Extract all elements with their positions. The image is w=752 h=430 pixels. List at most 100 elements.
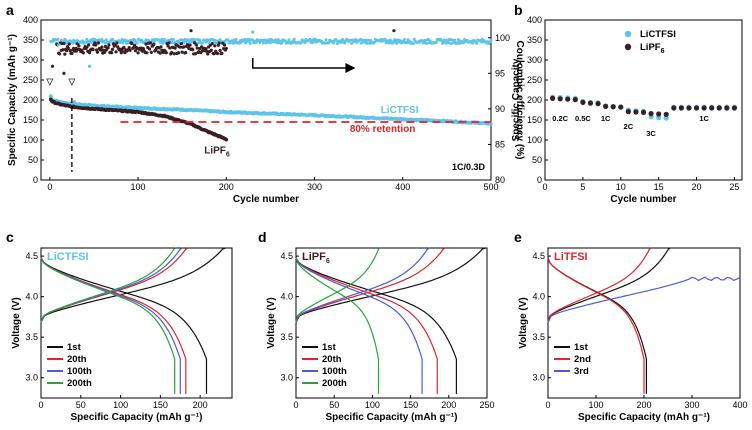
legend-label: 20th: [67, 354, 87, 365]
y-axis-label: Specific Capacity: [511, 58, 522, 141]
charge-curve-1st: [295, 247, 486, 323]
lipf6-efficiency-point: [195, 46, 199, 50]
lipf6-efficiency-point: [61, 48, 65, 52]
y-tick-label: 200: [23, 95, 38, 105]
panel-e: e 0 100 200 300 400 3.0 3.5 4.0 4.5 Specific Capac…: [514, 229, 748, 423]
lictfsi-efficiency-point: [251, 38, 255, 42]
lictfsi-efficiency-point: [403, 38, 407, 42]
discharge-curve-200th: [295, 257, 380, 394]
lipf6-efficiency-point: [107, 43, 111, 47]
charge-curve-2nd: [547, 247, 652, 323]
lipf6-rate-point: [663, 111, 669, 117]
lictfsi-efficiency-point: [121, 41, 125, 45]
legend-label: 1st: [322, 342, 337, 353]
lipf6-efficiency-point: [218, 48, 222, 52]
lipf6-efficiency-point: [185, 42, 190, 47]
lipf6-efficiency-point: [213, 44, 217, 48]
rate-step-label: 3C: [646, 129, 656, 138]
lictfsi-efficiency-point: [332, 41, 336, 45]
lictfsi-efficiency-point: [365, 41, 369, 45]
legend-label: LiCTFSI: [640, 29, 676, 40]
y2-tick-label: 95: [495, 68, 505, 78]
panel-a: a 0 100 200 300 400 500 0 50 100 150 200 250 300 350 40…: [6, 2, 525, 205]
y-tick-label: 300: [23, 55, 38, 65]
lipf6-efficiency-point: [173, 46, 177, 50]
y-tick-label: 150: [527, 115, 542, 125]
lipf6-efficiency-point: [222, 43, 227, 47]
lipf6-efficiency-point: [184, 51, 188, 55]
lipf6-efficiency-point: [205, 49, 209, 54]
panel-title: LiCTFSI: [47, 251, 89, 263]
lipf6-efficiency-point: [57, 52, 62, 56]
lipf6-efficiency-point: [99, 48, 103, 52]
lipf6-efficiency-point: [96, 41, 100, 45]
lipf6-rate-point: [587, 100, 594, 106]
x-tick-label: 0: [542, 182, 547, 192]
lictfsi-efficiency-point: [327, 41, 331, 45]
x-tick-label: 100: [131, 182, 146, 192]
arrow-shaft: [252, 58, 346, 69]
x-tick-label: 100: [365, 400, 380, 410]
lipf6-efficiency-point: [147, 47, 152, 51]
lipf6-label-main: LiPF: [204, 146, 226, 157]
y-tick-label: 100: [527, 135, 542, 145]
panel-title-main: LiCTFSI: [47, 251, 89, 263]
x-tick-label: 50: [76, 400, 86, 410]
outlier-point: [392, 29, 396, 33]
charge-curve-3rd: [547, 276, 741, 323]
legend-label: 3rd: [574, 366, 589, 377]
y2-axis-label: Coulombic efficiency (%): [514, 41, 525, 160]
discharge-curve-1st: [295, 257, 457, 394]
x-axis-label: Cycle number: [233, 194, 299, 205]
y-tick-label: 3.5: [25, 332, 38, 342]
lictfsi-label: LiCTFSI: [381, 105, 419, 116]
lipf6-efficiency-point: [64, 48, 69, 53]
lipf6-efficiency-point: [179, 42, 183, 46]
lipf6-efficiency-point: [120, 49, 124, 53]
lipf6-rate-point: [648, 111, 654, 117]
lipf6-efficiency-point: [220, 51, 224, 55]
lictfsi-efficiency-point: [324, 38, 328, 42]
panel-title-main: LiPF: [302, 251, 326, 263]
panel-b: b0 5 10 15 20 25050100150200250300350400Cycle…: [511, 2, 743, 205]
x-tick-label: 50: [329, 400, 339, 410]
lipf6-rate-point: [625, 109, 631, 115]
x-tick-label: 10: [616, 182, 626, 192]
lipf6-efficiency-point: [180, 50, 184, 54]
lictfsi-efficiency-point: [234, 37, 238, 41]
lipf6-efficiency-point: [210, 41, 214, 46]
discharge-curve-20th: [295, 257, 438, 394]
plot-frame: [40, 247, 233, 399]
lipf6-efficiency-point: [212, 52, 216, 56]
lipf6-efficiency-point: [113, 43, 117, 47]
y-tick-label: 0: [33, 175, 38, 185]
lipf6-efficiency-point: [91, 48, 95, 52]
charge-curve-20th: [295, 247, 446, 323]
lipf6-rate-point: [580, 99, 586, 105]
lictfsi-efficiency-point: [388, 38, 392, 42]
panel-c: c 0 50 100 150 200 3.0 3.5 4.0 4.5 Specific Capaci…: [6, 229, 233, 423]
lipf6-efficiency-point: [191, 48, 195, 52]
charge-curve-1st: [40, 247, 226, 323]
lictfsi-efficiency-point: [239, 40, 243, 44]
lictfsi-efficiency-point: [163, 39, 167, 43]
y-tick-label: 4.0: [532, 292, 545, 302]
y-tick-label: 350: [527, 35, 542, 45]
lipf6-efficiency-point: [94, 43, 98, 47]
y-tick-label: 4.5: [25, 251, 38, 261]
panel-letter: d: [258, 229, 267, 245]
rate-step-label: 0.5C: [575, 114, 591, 123]
panel-letter: a: [6, 2, 14, 18]
outlier-point: [50, 64, 55, 68]
lipf6-efficiency-point: [167, 41, 171, 45]
lictfsi-efficiency-point: [475, 41, 479, 45]
charge-curve-1st: [547, 247, 671, 323]
outlier-point: [74, 46, 78, 51]
lictfsi-efficiency-point: [287, 38, 291, 42]
lipf6-rate-point: [572, 97, 578, 103]
legend-label: 200th: [322, 378, 347, 389]
lictfsi-efficiency-point: [442, 38, 446, 42]
lipf6-efficiency-point: [199, 45, 204, 49]
y-axis-label: Specific Capacity (mAh g⁻¹): [7, 34, 18, 166]
lipf6-efficiency-point: [81, 51, 85, 55]
